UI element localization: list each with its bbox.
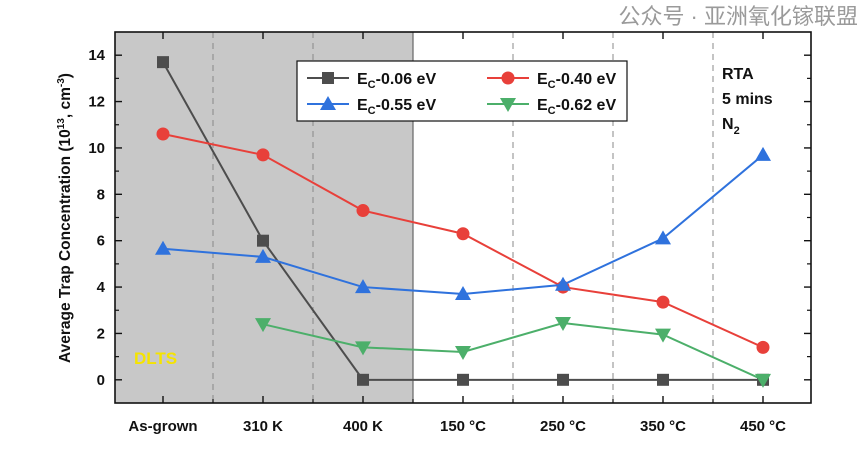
data-point bbox=[357, 373, 369, 386]
rta-label: RTA bbox=[722, 66, 754, 83]
data-point bbox=[155, 240, 171, 255]
series-line bbox=[262, 321, 764, 381]
data-point bbox=[256, 148, 270, 162]
x-tick-label: As-grown bbox=[128, 418, 197, 435]
data-point bbox=[657, 373, 669, 386]
ambient-label: N2 bbox=[722, 116, 740, 137]
data-point bbox=[257, 234, 269, 247]
legend-label: EC-0.40 eV bbox=[537, 71, 616, 91]
x-tick-label: 150 °C bbox=[440, 418, 486, 435]
data-point bbox=[457, 373, 469, 386]
series-triangle-down bbox=[255, 317, 771, 388]
data-point bbox=[655, 230, 671, 245]
legend: EC-0.06 eV EC-0.40 eV EC-0.55 eV EC-0.62 eV bbox=[296, 60, 628, 122]
dlts-label: DLTS bbox=[134, 349, 177, 368]
y-tick-label: 0 bbox=[97, 372, 105, 389]
data-point bbox=[255, 248, 271, 263]
y-tick-label: 10 bbox=[88, 140, 105, 157]
legend-marker bbox=[322, 72, 334, 84]
y-tick-label: 6 bbox=[97, 233, 105, 250]
y-tick-label: 14 bbox=[88, 47, 105, 64]
data-point bbox=[355, 279, 371, 294]
data-point bbox=[755, 146, 771, 161]
y-tick-label: 8 bbox=[97, 186, 105, 203]
data-point bbox=[655, 328, 671, 343]
series-triangle-up bbox=[155, 146, 771, 301]
data-point bbox=[555, 276, 571, 291]
data-point bbox=[755, 373, 771, 388]
data-point bbox=[557, 373, 569, 386]
data-point bbox=[156, 127, 170, 141]
data-point bbox=[356, 204, 370, 218]
data-point bbox=[455, 345, 471, 360]
x-tick-label: 350 °C bbox=[640, 418, 686, 435]
data-point bbox=[455, 286, 471, 301]
data-point bbox=[355, 341, 371, 356]
x-tick-label: 250 °C bbox=[540, 418, 586, 435]
x-tick-label: 450 °C bbox=[740, 418, 786, 435]
y-axis-label: Average Trap Concentration (1013, cm-3) bbox=[56, 73, 74, 363]
duration-label: 5 mins bbox=[722, 91, 773, 108]
legend-label: EC-0.55 eV bbox=[357, 97, 436, 117]
data-point bbox=[456, 227, 470, 241]
data-point bbox=[656, 295, 670, 309]
y-tick-label: 12 bbox=[88, 94, 105, 111]
watermark: 公众号 · 亚洲氧化镓联盟 bbox=[618, 4, 858, 29]
legend-label: EC-0.62 eV bbox=[537, 97, 616, 117]
y-tick-label: 4 bbox=[97, 279, 106, 296]
legend-marker bbox=[501, 71, 515, 85]
y-tick-label: 2 bbox=[97, 325, 105, 342]
data-point bbox=[756, 340, 770, 354]
data-point bbox=[157, 56, 169, 69]
legend-label: EC-0.06 eV bbox=[357, 71, 436, 91]
x-tick-label: 310 K bbox=[243, 418, 283, 435]
legend-marker bbox=[320, 96, 336, 110]
data-point bbox=[555, 317, 571, 332]
legend-marker bbox=[500, 98, 516, 112]
data-point bbox=[255, 318, 271, 333]
x-tick-label: 400 K bbox=[343, 418, 383, 435]
